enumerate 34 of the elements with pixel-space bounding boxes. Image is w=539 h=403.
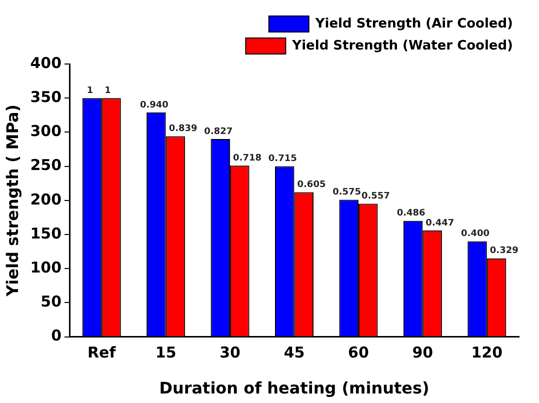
annotation: 0.827 [204, 126, 233, 137]
annotation: 0.605 [297, 180, 326, 190]
x-tick-label: Ref [87, 344, 116, 362]
y-tick-label: 50 [40, 292, 62, 311]
x-tick-label: 120 [471, 344, 503, 362]
x-tick-label: 90 [412, 344, 434, 362]
annotation: 0.557 [361, 192, 390, 202]
annotation: 0.329 [490, 246, 518, 256]
y-tick-label: 150 [30, 224, 62, 242]
y-tick-label: 250 [30, 156, 62, 174]
y-tick-label: 0 [51, 326, 62, 345]
annotation: 0.715 [268, 154, 297, 164]
y-axis-title: Yield strength ( MPa) [2, 104, 22, 298]
annotation: 0.575 [332, 188, 362, 198]
annotation: 1 [86, 86, 94, 96]
annotation: 0.839 [168, 124, 198, 134]
annotation: 0.940 [140, 100, 168, 110]
y-tick-label: 200 [30, 190, 62, 208]
y-tick-label: 350 [30, 88, 62, 106]
annotation: 1 [104, 86, 111, 96]
x-tick-label: 60 [348, 344, 369, 362]
annotation: 0.486 [396, 208, 426, 219]
y-tick-label: 400 [30, 54, 62, 72]
annotation: 0.718 [233, 153, 262, 164]
x-tick-label: 15 [155, 344, 176, 362]
annotation: 0.447 [426, 218, 454, 228]
x-tick-label: 30 [220, 344, 240, 362]
legend-label: Yield Strength (Air Cooled) [314, 16, 514, 32]
y-tick-label: 300 [30, 122, 62, 140]
y-tick-label: 100 [30, 258, 62, 276]
annotation: 0.400 [461, 229, 490, 240]
x-tick-label: 45 [284, 344, 305, 362]
x-axis-title: Duration of heating (minutes) [159, 378, 430, 398]
legend-label: Yield Strength (Water Cooled) [291, 38, 514, 54]
